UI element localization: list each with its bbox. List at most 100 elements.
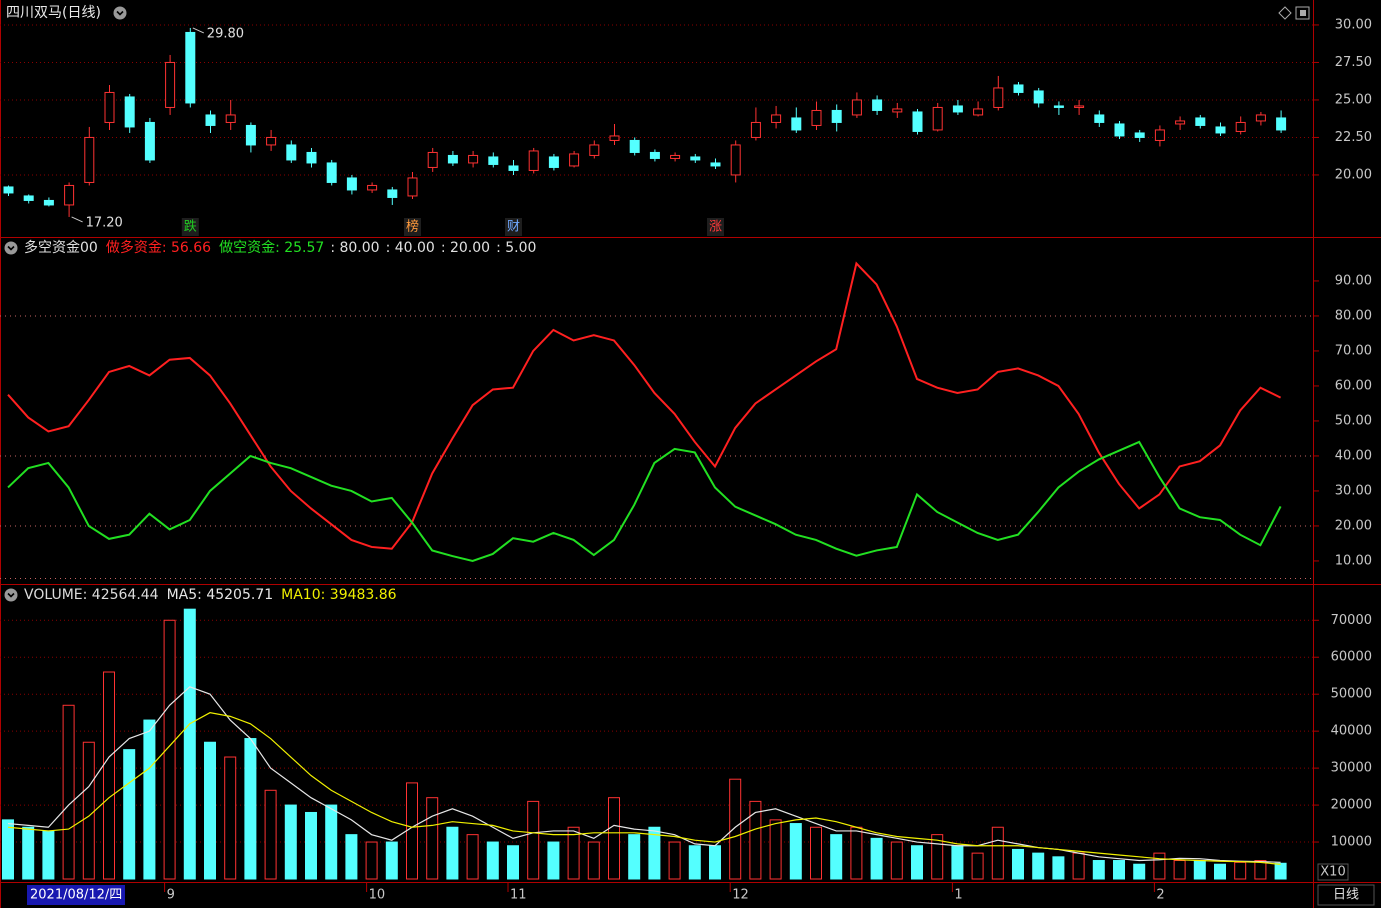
dropdown-icon[interactable] (113, 6, 127, 20)
volume-bar (789, 823, 802, 880)
candle-body (266, 136, 277, 146)
candle-body (993, 87, 1004, 108)
candle-body (447, 154, 458, 164)
candle-body (306, 151, 317, 164)
volume-bar (1052, 856, 1065, 880)
candle-body (1074, 105, 1085, 108)
volume-bar (224, 756, 237, 880)
volume-bar (264, 789, 277, 880)
dropdown-icon[interactable] (4, 241, 18, 255)
candle-body (23, 195, 34, 201)
volume-bar (1092, 860, 1105, 880)
volume-bar (870, 837, 883, 880)
volume-bar (709, 845, 721, 880)
volume-bar (749, 800, 762, 880)
candle-body (508, 165, 519, 171)
window-button-inner (1300, 10, 1306, 16)
volume-bar (890, 841, 903, 880)
volume-bar (204, 741, 216, 880)
y-tick-label: 60000 (1331, 650, 1372, 665)
candle-body (124, 96, 135, 128)
dropdown-icon[interactable] (4, 241, 18, 255)
legend-name: MA5 (167, 587, 198, 603)
y-tick-label: 30000 (1331, 761, 1372, 776)
dropdown-icon[interactable] (4, 588, 18, 602)
panel-header: 多空资金00 做多资金: 56.66 做空资金: 25.57: 80.00: 40.… (24, 239, 536, 256)
candle-body (1094, 114, 1105, 123)
y-tick-label: 20.00 (1335, 518, 1372, 533)
candle-body (892, 108, 903, 113)
candle-body (629, 139, 640, 153)
annotation-label: 29.80 (207, 26, 244, 41)
candle-body (427, 151, 438, 168)
candle-body (144, 121, 155, 161)
volume-bar (971, 852, 984, 880)
volume-bar (810, 826, 822, 880)
volume-bar (769, 819, 782, 880)
y-tick-label: 27.50 (1335, 55, 1372, 70)
legend-value: : 39483.86 (321, 587, 397, 603)
volume-bar (365, 841, 378, 880)
volume-bar (830, 834, 843, 880)
cursor-box (27, 885, 125, 905)
y-tick-label: 90.00 (1335, 273, 1372, 288)
candle-body (730, 144, 741, 176)
candle-body (326, 162, 337, 183)
dropdown-chevron (7, 245, 15, 251)
event-marker: 榜 (406, 219, 419, 235)
volume-bar (628, 834, 641, 880)
candle-body (1013, 84, 1024, 93)
candle-body (649, 151, 660, 159)
y-tick-label: 50000 (1331, 687, 1372, 702)
diamond-button[interactable] (1278, 6, 1292, 20)
reference-label: : 5.00 (496, 240, 536, 256)
indicator-line (7, 261, 1282, 550)
dropdown-chevron (116, 10, 124, 16)
annotation-arrow (71, 216, 83, 223)
candle-body (528, 150, 539, 171)
candle-body (710, 162, 721, 167)
x-tick-label: 1 (954, 888, 962, 903)
dropdown-icon[interactable] (4, 588, 18, 602)
candle-body (1235, 121, 1246, 132)
candle-body (468, 154, 479, 164)
candle-body (912, 111, 923, 132)
volume-bar (648, 826, 661, 880)
marker-box (181, 218, 199, 236)
dropdown-icon[interactable] (113, 6, 127, 20)
y-tick-label: 70000 (1331, 613, 1372, 628)
candle-body (3, 186, 14, 194)
volume-bar (62, 704, 75, 880)
legend-value: : 42564.44 (83, 587, 159, 603)
volume-bar (567, 826, 580, 880)
volume-bar (143, 719, 156, 880)
y-tick-label: 25.00 (1335, 92, 1372, 107)
volume-bar (587, 841, 600, 880)
candle-body (690, 156, 701, 161)
legend-name: MA10 (281, 587, 320, 603)
volume-bar (1214, 863, 1226, 880)
volume-bar (1153, 852, 1166, 880)
cursor-label: 2021/08/12/四 (30, 888, 122, 903)
window-button[interactable] (1295, 6, 1310, 20)
y-tick-label: 10000 (1331, 835, 1372, 850)
reference-label: : 40.00 (386, 240, 435, 256)
volume-bar (991, 826, 1004, 880)
indicator-line (7, 440, 1282, 562)
period-box[interactable] (1317, 884, 1375, 906)
chart-title: 四川双马(日线) (6, 5, 101, 21)
volume-bar (123, 749, 136, 880)
panel-title: 多空资金00 (24, 239, 98, 256)
candle-body (225, 114, 236, 123)
panel-header: VOLUME: 42564.44 MA5: 45205.71 MA10: 39483… (24, 587, 397, 603)
candle-body (185, 31, 196, 104)
candle-body (1053, 105, 1064, 108)
volume-bar (446, 826, 459, 880)
volume-bar (1274, 862, 1287, 880)
candle-body (973, 108, 984, 116)
marker-box (707, 218, 724, 236)
y-tick-label: 50.00 (1335, 413, 1372, 428)
x-tick-label: 11 (510, 888, 527, 903)
